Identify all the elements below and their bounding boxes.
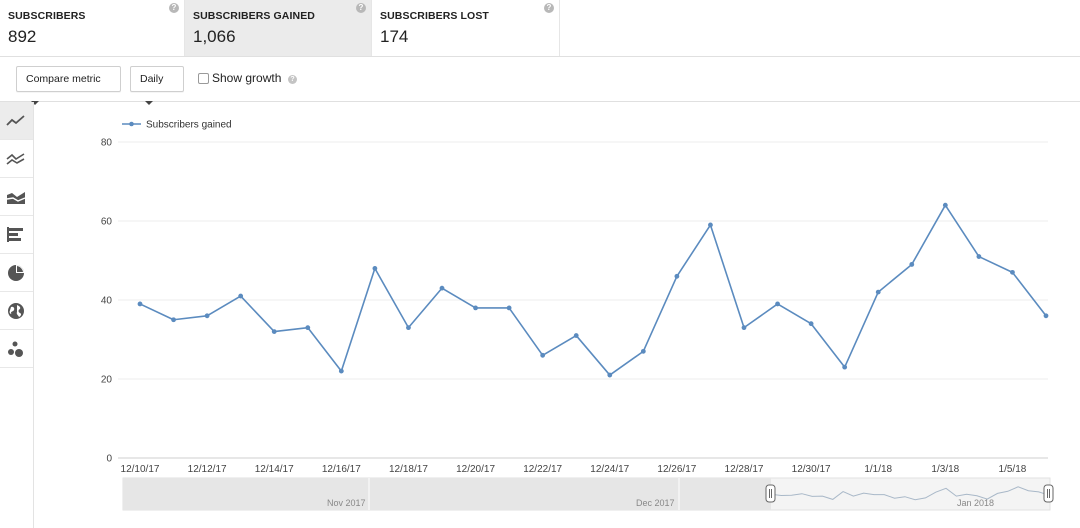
x-tick-label: 12/30/17 xyxy=(792,464,831,475)
metric-value: 892 xyxy=(8,27,37,46)
data-point xyxy=(909,262,915,267)
navigator-sparkline xyxy=(770,486,1050,501)
data-point xyxy=(1043,313,1049,319)
data-point xyxy=(540,352,546,358)
range-navigator: Nov 2017 Dec 2017 Jan 2018 xyxy=(122,477,1054,511)
data-point xyxy=(305,325,311,331)
navigator-right-handle[interactable] xyxy=(1043,484,1054,503)
chart-grid xyxy=(118,141,1048,459)
show-growth-label[interactable]: Show growth xyxy=(212,71,282,85)
data-point xyxy=(406,325,411,331)
chart-svg: 0 20 40 60 80 12/10/17 12/12/17 12/14/17 12/16/… xyxy=(101,120,1054,511)
help-icon[interactable]: ? xyxy=(288,75,297,84)
x-axis: 12/10/17 12/12/17 12/14/17 12/16/17 12/18/17… xyxy=(121,464,1027,475)
navigator-month-label: Dec 2017 xyxy=(636,498,675,508)
help-icon[interactable]: ? xyxy=(169,3,179,13)
metric-value: 174 xyxy=(380,27,409,46)
metric-cards: SUBSCRIBERS 892 ? SUBSCRIBERS GAINED 1,0… xyxy=(0,0,1080,57)
data-point xyxy=(1010,269,1015,275)
data-point xyxy=(808,321,814,327)
stacked-area-chart-icon[interactable] xyxy=(0,178,33,216)
data-point xyxy=(640,348,646,354)
chart-toolbar: Compare metric Daily xyxy=(0,57,1080,106)
metric-value: 1,066 xyxy=(193,27,236,46)
x-tick-label: 12/24/17 xyxy=(590,464,629,475)
x-tick-label: 12/18/17 xyxy=(389,464,428,475)
x-tick-label: 12/22/17 xyxy=(523,464,562,475)
y-tick-label: 0 xyxy=(106,454,112,465)
navigator-month-label: Nov 2017 xyxy=(327,498,366,508)
y-tick-label: 40 xyxy=(101,296,113,307)
help-icon[interactable]: ? xyxy=(356,3,366,13)
data-point xyxy=(842,364,848,370)
x-tick-label: 12/16/17 xyxy=(322,464,361,475)
y-tick-label: 60 xyxy=(101,217,113,228)
x-tick-label: 12/14/17 xyxy=(255,464,294,475)
data-point xyxy=(473,305,478,311)
period-dropdown[interactable]: Daily xyxy=(130,66,184,106)
data-point xyxy=(775,301,780,307)
data-point xyxy=(976,254,982,259)
navigator-unselected-range xyxy=(123,478,771,510)
series-line xyxy=(139,204,1047,376)
compare-metric-dropdown[interactable]: Compare metric xyxy=(16,66,121,106)
x-tick-label: 1/1/18 xyxy=(864,464,892,475)
data-point xyxy=(137,301,143,307)
y-tick-label: 80 xyxy=(101,138,113,149)
data-point xyxy=(741,325,747,331)
bar-chart-icon[interactable] xyxy=(0,216,33,254)
x-tick-label: 12/12/17 xyxy=(188,464,227,475)
metric-card-subscribers[interactable]: SUBSCRIBERS 892 ? xyxy=(0,0,185,56)
metric-label: SUBSCRIBERS GAINED xyxy=(193,10,315,22)
x-tick-label: 12/10/17 xyxy=(121,464,160,475)
globe-map-icon[interactable] xyxy=(0,292,33,330)
bubble-chart-icon[interactable] xyxy=(0,330,33,368)
legend-marker xyxy=(129,121,134,127)
data-point xyxy=(204,313,210,319)
data-point xyxy=(171,317,176,323)
data-point xyxy=(372,266,378,271)
y-axis: 0 20 40 60 80 xyxy=(101,138,113,465)
line-chart: 0 20 40 60 80 12/10/17 12/12/17 12/14/17 12/16/… xyxy=(34,102,1080,528)
data-point xyxy=(271,329,277,334)
x-tick-label: 1/3/18 xyxy=(931,464,959,475)
chart-legend: Subscribers gained xyxy=(122,120,232,131)
data-point xyxy=(607,372,613,378)
x-tick-label: 12/26/17 xyxy=(657,464,696,475)
legend-label: Subscribers gained xyxy=(146,120,232,131)
data-point xyxy=(573,333,579,338)
metric-card-subscribers-gained[interactable]: SUBSCRIBERS GAINED 1,066 ? xyxy=(185,0,372,56)
pie-chart-icon[interactable] xyxy=(0,254,33,292)
caret-down-icon xyxy=(145,101,153,106)
metric-card-subscribers-lost[interactable]: SUBSCRIBERS LOST 174 ? xyxy=(372,0,560,56)
chart-type-rail xyxy=(0,102,34,528)
line-chart-icon[interactable] xyxy=(0,102,33,140)
compare-metric-label: Compare metric xyxy=(26,73,101,85)
period-label: Daily xyxy=(140,73,164,85)
x-tick-label: 12/28/17 xyxy=(725,464,764,475)
multi-line-chart-icon[interactable] xyxy=(0,140,33,178)
data-point xyxy=(439,285,445,291)
data-point xyxy=(338,368,344,374)
x-tick-label: 12/20/17 xyxy=(456,464,495,475)
navigator-left-handle[interactable] xyxy=(765,484,776,503)
data-point xyxy=(674,273,680,279)
data-point xyxy=(942,202,948,208)
data-point xyxy=(708,222,713,228)
y-tick-label: 20 xyxy=(101,375,113,386)
caret-down-icon xyxy=(31,101,39,106)
data-point xyxy=(238,293,244,299)
metric-label: SUBSCRIBERS xyxy=(8,10,86,22)
data-point xyxy=(506,305,512,311)
metric-label: SUBSCRIBERS LOST xyxy=(380,10,489,22)
help-icon[interactable]: ? xyxy=(544,3,554,13)
series-subscribers-gained xyxy=(137,202,1049,378)
show-growth-checkbox[interactable] xyxy=(198,73,209,84)
x-tick-label: 1/5/18 xyxy=(999,464,1027,475)
data-point xyxy=(875,289,881,295)
navigator-month-label: Jan 2018 xyxy=(957,498,994,508)
